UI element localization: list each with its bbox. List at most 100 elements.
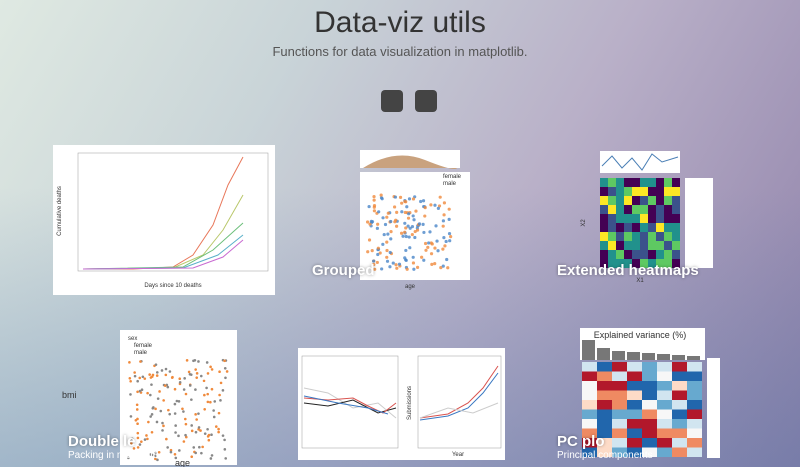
card-title[interactable]: PC plo [557,433,605,450]
cell [656,250,664,259]
dot [223,438,226,442]
dot [436,249,440,253]
dot [169,450,173,454]
dot [154,363,158,366]
dot [194,388,197,391]
cell [632,196,640,205]
bar [582,340,595,360]
dot [379,196,384,200]
dot [158,390,161,393]
cell [582,447,597,457]
cell [632,259,640,268]
cell [640,250,648,259]
cell [616,187,624,196]
dot [435,239,439,243]
dot [161,421,164,425]
cell [672,187,680,196]
dot [198,445,201,449]
dot [139,360,142,363]
thumbnail[interactable]: Explained variance (%) [555,328,720,460]
dot [383,222,388,227]
dot [143,377,147,380]
cell [582,371,597,381]
cell [582,409,597,419]
dot [217,411,221,415]
card-title[interactable]: Grouped [312,262,375,279]
dot [154,457,157,461]
card-title[interactable]: Extended heatmaps [557,262,699,279]
dot [206,400,210,404]
dot [150,430,154,434]
cell [687,400,702,410]
dot [426,245,430,249]
dot [168,412,171,416]
cell [612,409,627,419]
dot [375,226,379,230]
cell [672,381,687,391]
thumbnail[interactable]: Year Submissions [298,348,505,460]
dot [209,457,213,460]
cell [657,362,672,372]
dot [207,438,211,442]
cell [616,232,624,241]
dot [405,205,409,209]
github-icon[interactable] [381,90,403,112]
dot [166,446,169,449]
cell [627,381,642,391]
cell [624,241,632,250]
dot [429,252,434,256]
dot [140,440,143,443]
dot [423,241,428,246]
dot [420,255,424,259]
cell [648,223,656,232]
thumbnail[interactable]: X1 X2 [555,148,715,285]
cell [642,447,657,457]
cell [597,438,612,448]
dot [439,266,443,270]
cell [582,428,597,438]
twitter-icon[interactable] [415,90,437,112]
cell [612,381,627,391]
bar [672,355,685,360]
dot [413,235,417,240]
y-label: Cumulative deaths [57,186,63,236]
cell [608,250,616,259]
dot [133,374,137,378]
cell [672,390,687,400]
cell [664,223,672,232]
dot [223,366,227,370]
dot [403,199,407,204]
dot [217,427,220,431]
dot [129,393,132,396]
dot [412,218,416,222]
thumbnail[interactable]: Days since 10 deaths Cumulative deaths [53,145,275,295]
dot [201,445,204,449]
dot [381,216,385,220]
dot [173,412,177,415]
cell [612,362,627,372]
dot [221,434,225,437]
dot [385,215,389,219]
dot [177,434,180,438]
dot [190,398,193,401]
dot [190,424,193,427]
cell [656,259,664,268]
cell [597,381,612,391]
dot [218,393,221,397]
dot [136,446,140,449]
dot [184,392,188,396]
panel [685,178,713,268]
cell [597,419,612,429]
dot [182,388,186,391]
dot [406,216,411,220]
dot [185,359,189,362]
line [82,239,244,270]
dot [164,367,168,371]
thumbnail[interactable]: age female male [305,150,470,290]
dot [378,251,382,255]
cell [640,178,648,187]
thumbnail[interactable]: sex female male [120,330,237,465]
dot [395,266,399,270]
x-label: age [405,284,416,290]
card-title[interactable]: Double le [68,433,136,450]
